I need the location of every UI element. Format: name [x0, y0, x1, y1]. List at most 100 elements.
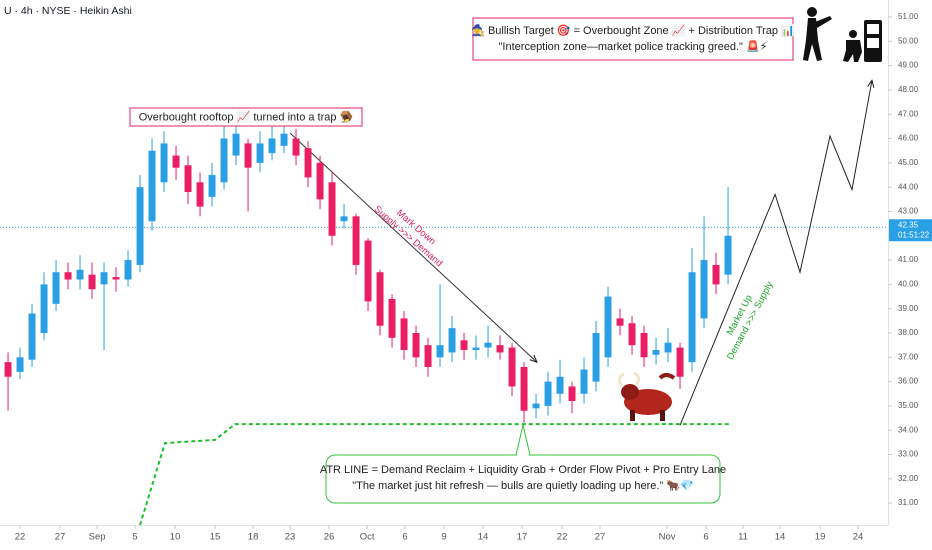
y-tick-label: 41.00	[898, 255, 919, 264]
x-tick-label: 27	[55, 532, 66, 543]
candle-body	[604, 296, 612, 358]
candle-body	[220, 138, 228, 183]
drawn-line	[289, 132, 537, 362]
x-tick-label: 15	[210, 532, 221, 543]
candle-body	[316, 162, 324, 200]
candle-body	[352, 216, 360, 265]
candle-body	[592, 332, 600, 382]
candle-body	[688, 272, 696, 363]
candle-body	[364, 240, 372, 302]
candle-body	[652, 350, 660, 355]
candle-body	[172, 155, 180, 168]
candle-body	[64, 272, 72, 280]
candle-body	[328, 182, 336, 236]
x-tick-label: 23	[285, 532, 296, 543]
annotation-box	[472, 17, 794, 61]
x-tick-label: 14	[478, 532, 489, 543]
y-tick-label: 39.00	[898, 304, 919, 313]
candle-body	[664, 342, 672, 353]
annotation-text: "Interception zone—market police trackin…	[499, 40, 768, 53]
axes: 31.00 32.00 33.00 34.00 35.00 36.00 37.00 38.00…	[15, 12, 932, 543]
x-tick-label: 5	[132, 532, 137, 543]
candle-body	[496, 345, 504, 353]
candle-body	[676, 347, 684, 377]
candle-body	[184, 165, 192, 193]
y-tick-label: 48.00	[898, 85, 919, 94]
y-tick-label: 44.00	[898, 182, 919, 191]
candle-body	[256, 143, 264, 163]
y-tick-label: 50.00	[898, 36, 919, 45]
drawn-line	[679, 80, 872, 426]
y-tick-label: 33.00	[898, 450, 919, 459]
x-tick-label: 14	[775, 532, 786, 543]
x-tick-label: 19	[815, 532, 826, 543]
candle-body	[208, 175, 216, 197]
candle-body	[280, 133, 288, 146]
last-price-box	[889, 219, 932, 242]
candle-body	[568, 386, 576, 402]
annotation-text: 🧙 Bullish Target 🎯 = Overbought Zone 📈 +…	[471, 24, 795, 37]
candle-body	[304, 148, 312, 178]
candle-body	[544, 381, 552, 406]
y-tick-label: 36.00	[898, 377, 919, 386]
candle-body	[556, 376, 564, 394]
candle-body	[580, 369, 588, 394]
x-tick-label: 11	[738, 532, 748, 543]
y-tick-label: 46.00	[898, 134, 919, 143]
x-tick-label: 27	[595, 532, 606, 543]
candle-body	[376, 272, 384, 326]
candle-body	[76, 269, 84, 280]
plot	[0, 80, 888, 526]
candle-body	[232, 133, 240, 156]
candle-body	[4, 362, 12, 377]
x-tick-label: 9	[441, 532, 446, 543]
chart-title: U · 4h · NYSE · Heikin Ashi	[4, 5, 132, 17]
x-tick-label: 22	[15, 532, 26, 543]
x-tick-label: Sep	[89, 532, 106, 543]
y-tick-label: 40.00	[898, 279, 919, 288]
annotation-box	[129, 107, 363, 127]
candle-body	[16, 357, 24, 372]
annotation-text: Overbought rooftop 📈 turned into a trap …	[139, 110, 354, 123]
drawn-line	[139, 423, 731, 526]
y-tick-label: 49.00	[898, 61, 919, 70]
y-tick-label: 38.00	[898, 328, 919, 337]
candle-body	[388, 298, 396, 338]
candle-body	[268, 138, 276, 154]
x-tick-label: 18	[248, 532, 259, 543]
candle-body	[448, 328, 456, 353]
x-tick-label: Oct	[360, 532, 375, 543]
candle-body	[616, 318, 624, 326]
candle-body	[28, 313, 36, 360]
annotation-text: ATR LINE = Demand Reclaim + Liquidity Gr…	[320, 464, 726, 476]
x-tick-label: Nov	[659, 532, 676, 543]
candle-body	[508, 347, 516, 387]
y-tick-label: 32.00	[898, 474, 919, 483]
candle-body	[412, 332, 420, 358]
candle-body	[460, 340, 468, 350]
candle-body	[724, 235, 732, 275]
candle-body	[112, 277, 120, 280]
candle-body	[52, 272, 60, 304]
x-tick-label: 24	[853, 532, 864, 543]
x-tick-label: 6	[703, 532, 708, 543]
y-tick-label: 51.00	[898, 12, 919, 21]
y-tick-label: 31.00	[898, 498, 919, 507]
candle-body	[424, 345, 432, 368]
candle-body	[292, 138, 300, 156]
candle-body	[712, 264, 720, 285]
y-tick-label: 37.00	[898, 352, 919, 361]
candle-body	[400, 318, 408, 350]
y-tick-label: 47.00	[898, 109, 919, 118]
countdown-label: 01:51:22	[898, 230, 930, 239]
candle-body	[520, 367, 528, 411]
y-tick-label: 45.00	[898, 158, 919, 167]
y-tick-label: 35.00	[898, 401, 919, 410]
candle-body	[628, 323, 636, 346]
x-tick-label: 26	[324, 532, 335, 543]
candle-body	[124, 260, 132, 280]
silhouette-icons	[803, 7, 882, 62]
last-price-label: 42.35	[898, 220, 919, 229]
